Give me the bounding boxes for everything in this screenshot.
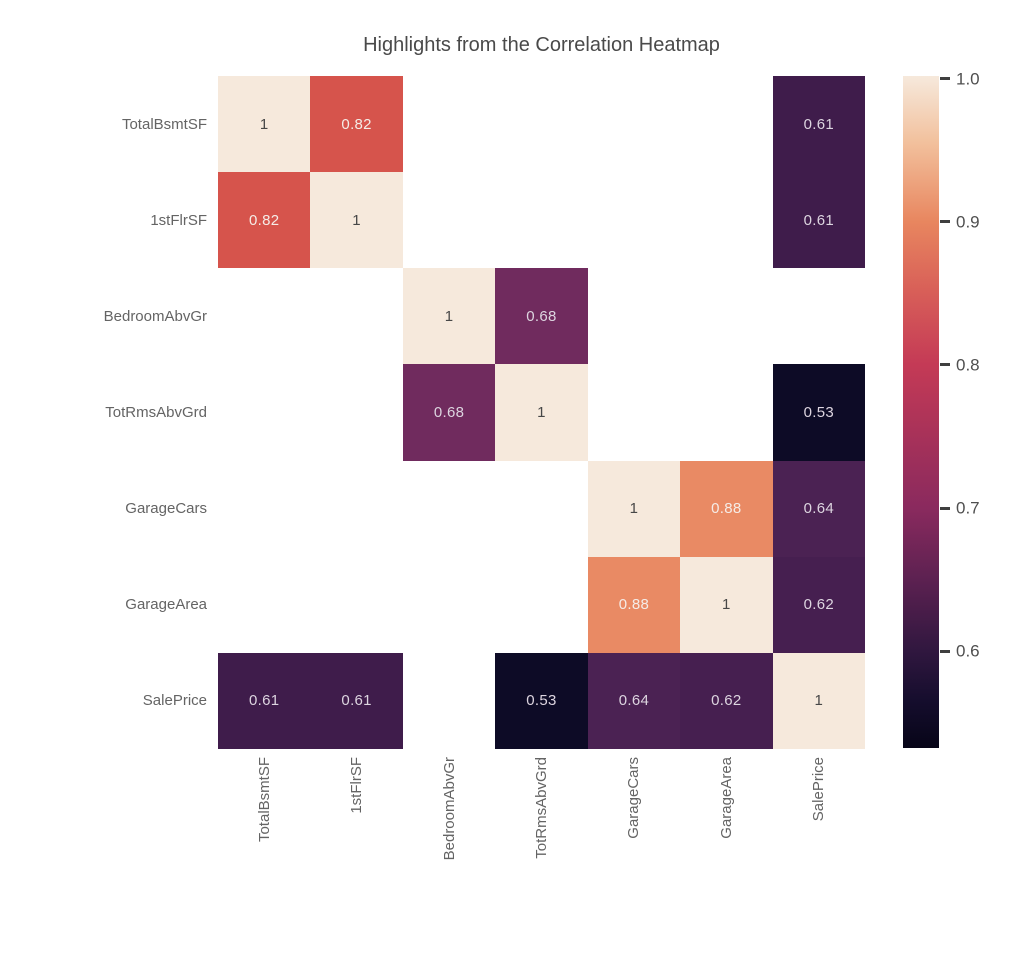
- heatmap-cell-TotalBsmtSF-BedroomAbvGr: [403, 76, 495, 172]
- heatmap-cell-1stFlrSF-GarageArea: [680, 172, 772, 268]
- colorbar: [903, 76, 939, 748]
- heatmap-cell-GarageCars-GarageCars: 1: [587, 460, 681, 557]
- y-axis-label-TotalBsmtSF: TotalBsmtSF: [121, 115, 207, 133]
- x-axis-label-BedroomAbvGr: BedroomAbvGr: [440, 757, 458, 861]
- heatmap-grid: 1 0.82 0.61 0.82 1 0.61 1 0.68 0.68 1 0.53 1 0.88 0.6…: [218, 76, 865, 749]
- heatmap-cell-SalePrice-1stFlrSF: 0.61: [310, 652, 403, 749]
- heatmap-cell-GarageArea-TotRmsAbvGrd: [495, 557, 587, 653]
- heatmap-cell-1stFlrSF-TotalBsmtSF: 0.82: [218, 172, 311, 269]
- colorbar-tick-label-0.9: 0.9: [956, 212, 980, 232]
- heatmap-cell-BedroomAbvGr-SalePrice: [773, 268, 865, 364]
- heatmap-cell-GarageArea-TotalBsmtSF: [218, 557, 310, 653]
- heatmap-cell-GarageArea-1stFlrSF: [310, 557, 402, 653]
- heatmap-cell-TotRmsAbvGrd-GarageCars: [588, 364, 680, 460]
- x-axis-label-TotRmsAbvGrd: TotRmsAbvGrd: [532, 757, 550, 859]
- colorbar-tick-mark-1.0: [940, 77, 950, 81]
- heatmap-cell-1stFlrSF-GarageCars: [588, 172, 680, 268]
- chart-title: Highlights from the Correlation Heatmap: [363, 34, 720, 56]
- heatmap-cell-TotalBsmtSF-TotalBsmtSF: 1: [218, 76, 311, 173]
- heatmap-cell-TotRmsAbvGrd-SalePrice: 0.53: [772, 364, 865, 461]
- heatmap-cell-GarageCars-TotRmsAbvGrd: [495, 461, 587, 557]
- heatmap-cell-TotRmsAbvGrd-BedroomAbvGr: 0.68: [402, 364, 496, 461]
- heatmap-cell-GarageCars-1stFlrSF: [310, 461, 402, 557]
- heatmap-cell-SalePrice-BedroomAbvGr: [403, 653, 495, 749]
- heatmap-cell-1stFlrSF-TotRmsAbvGrd: [495, 172, 587, 268]
- heatmap-cell-BedroomAbvGr-GarageCars: [588, 268, 680, 364]
- heatmap-cell-TotalBsmtSF-GarageCars: [588, 76, 680, 172]
- heatmap-cell-SalePrice-TotalBsmtSF: 0.61: [218, 652, 311, 749]
- heatmap-cell-SalePrice-SalePrice: 1: [772, 652, 865, 749]
- heatmap-cell-1stFlrSF-BedroomAbvGr: [403, 172, 495, 268]
- heatmap-cell-TotRmsAbvGrd-TotRmsAbvGrd: 1: [495, 364, 588, 461]
- x-axis-label-1stFlrSF: 1stFlrSF: [348, 757, 366, 814]
- heatmap-cell-GarageCars-GarageArea: 0.88: [680, 460, 773, 557]
- heatmap-cell-GarageArea-BedroomAbvGr: [403, 557, 495, 653]
- heatmap-cell-TotRmsAbvGrd-GarageArea: [680, 364, 772, 460]
- heatmap-cell-BedroomAbvGr-TotalBsmtSF: [218, 268, 310, 364]
- colorbar-tick-label-0.7: 0.7: [956, 498, 980, 518]
- x-axis-label-TotalBsmtSF: TotalBsmtSF: [255, 757, 273, 843]
- y-axis-label-TotRmsAbvGrd: TotRmsAbvGrd: [105, 403, 207, 421]
- heatmap-cell-TotalBsmtSF-1stFlrSF: 0.82: [310, 76, 403, 173]
- x-axis-label-GarageArea: GarageArea: [717, 757, 735, 839]
- y-axis-label-BedroomAbvGr: BedroomAbvGr: [103, 307, 207, 325]
- colorbar-tick-mark-0.6: [940, 649, 950, 653]
- heatmap-cell-1stFlrSF-SalePrice: 0.61: [772, 172, 865, 269]
- colorbar-tick-mark-0.7: [940, 506, 950, 510]
- heatmap-cell-TotalBsmtSF-GarageArea: [680, 76, 772, 172]
- y-axis-label-SalePrice: SalePrice: [142, 692, 207, 710]
- heatmap-cell-SalePrice-TotRmsAbvGrd: 0.53: [495, 652, 588, 749]
- colorbar-tick-label-1.0: 1.0: [956, 69, 980, 89]
- heatmap-cell-1stFlrSF-1stFlrSF: 1: [310, 172, 403, 269]
- heatmap-cell-TotRmsAbvGrd-1stFlrSF: [310, 364, 402, 460]
- heatmap-cell-BedroomAbvGr-1stFlrSF: [310, 268, 402, 364]
- y-axis-label-GarageCars: GarageCars: [125, 500, 207, 518]
- y-axis-label-GarageArea: GarageArea: [125, 596, 207, 614]
- heatmap-cell-GarageCars-TotalBsmtSF: [218, 461, 310, 557]
- heatmap-cell-SalePrice-GarageArea: 0.62: [680, 652, 773, 749]
- colorbar-tick-mark-0.8: [940, 363, 950, 367]
- heatmap-cell-TotalBsmtSF-TotRmsAbvGrd: [495, 76, 587, 172]
- colorbar-tick-label-0.8: 0.8: [956, 355, 980, 375]
- heatmap-cell-GarageArea-SalePrice: 0.62: [772, 556, 865, 653]
- heatmap-cell-BedroomAbvGr-BedroomAbvGr: 1: [402, 268, 496, 365]
- heatmap-cell-SalePrice-GarageCars: 0.64: [587, 652, 681, 749]
- colorbar-tick-mark-0.9: [940, 220, 950, 224]
- heatmap-cell-GarageCars-SalePrice: 0.64: [772, 460, 865, 557]
- x-axis-label-GarageCars: GarageCars: [625, 757, 643, 839]
- colorbar-tick-label-0.6: 0.6: [956, 641, 980, 661]
- heatmap-cell-BedroomAbvGr-TotRmsAbvGrd: 0.68: [495, 268, 588, 365]
- heatmap-cell-TotRmsAbvGrd-TotalBsmtSF: [218, 364, 310, 460]
- heatmap-cell-TotalBsmtSF-SalePrice: 0.61: [772, 76, 865, 173]
- heatmap-cell-BedroomAbvGr-GarageArea: [680, 268, 772, 364]
- y-axis-label-1stFlrSF: 1stFlrSF: [150, 211, 207, 229]
- heatmap-cell-GarageArea-GarageCars: 0.88: [587, 556, 681, 653]
- x-axis-label-SalePrice: SalePrice: [810, 757, 828, 822]
- heatmap-cell-GarageArea-GarageArea: 1: [680, 556, 773, 653]
- heatmap-cell-GarageCars-BedroomAbvGr: [403, 461, 495, 557]
